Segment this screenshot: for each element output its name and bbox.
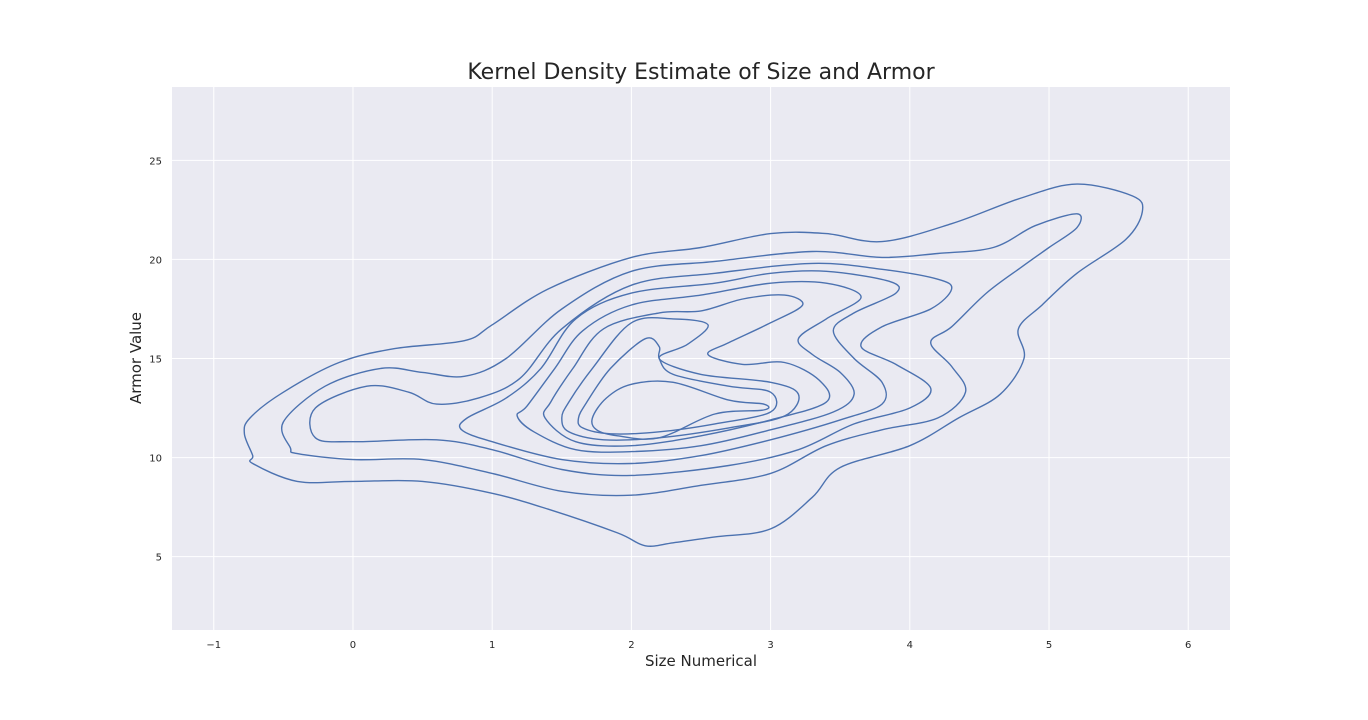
x-tick-label: 0 bbox=[350, 640, 356, 651]
x-tick-label: 2 bbox=[628, 640, 634, 651]
x-tick-labels: −1 0 1 2 3 4 5 6 bbox=[206, 640, 1191, 651]
contour-level-8 bbox=[577, 337, 778, 435]
x-tick-label: 4 bbox=[907, 640, 913, 651]
x-tick-label: 5 bbox=[1046, 640, 1052, 651]
contour-level-3 bbox=[309, 262, 953, 477]
y-tick-label: 25 bbox=[149, 156, 162, 167]
contour-level-1 bbox=[243, 183, 1144, 547]
y-tick-label: 15 bbox=[149, 355, 162, 366]
x-tick-label: 6 bbox=[1185, 640, 1191, 651]
contour-lines bbox=[243, 183, 1144, 547]
contour-level-5 bbox=[516, 280, 862, 453]
y-tick-labels: 5 10 15 20 25 bbox=[149, 156, 162, 563]
y-tick-label: 5 bbox=[156, 553, 162, 564]
contour-level-2 bbox=[281, 213, 1082, 497]
contour-level-9 bbox=[591, 380, 770, 440]
y-tick-label: 10 bbox=[149, 454, 162, 465]
y-axis-label: Armor Value bbox=[127, 312, 145, 404]
contour-level-6 bbox=[542, 294, 831, 447]
contour-level-4 bbox=[458, 270, 900, 465]
chart-title: Kernel Density Estimate of Size and Armo… bbox=[467, 60, 935, 85]
x-tick-label: −1 bbox=[206, 640, 221, 651]
x-tick-label: 1 bbox=[489, 640, 495, 651]
x-tick-label: 3 bbox=[767, 640, 773, 651]
x-axis-label: Size Numerical bbox=[645, 652, 757, 670]
y-tick-label: 20 bbox=[149, 255, 162, 266]
